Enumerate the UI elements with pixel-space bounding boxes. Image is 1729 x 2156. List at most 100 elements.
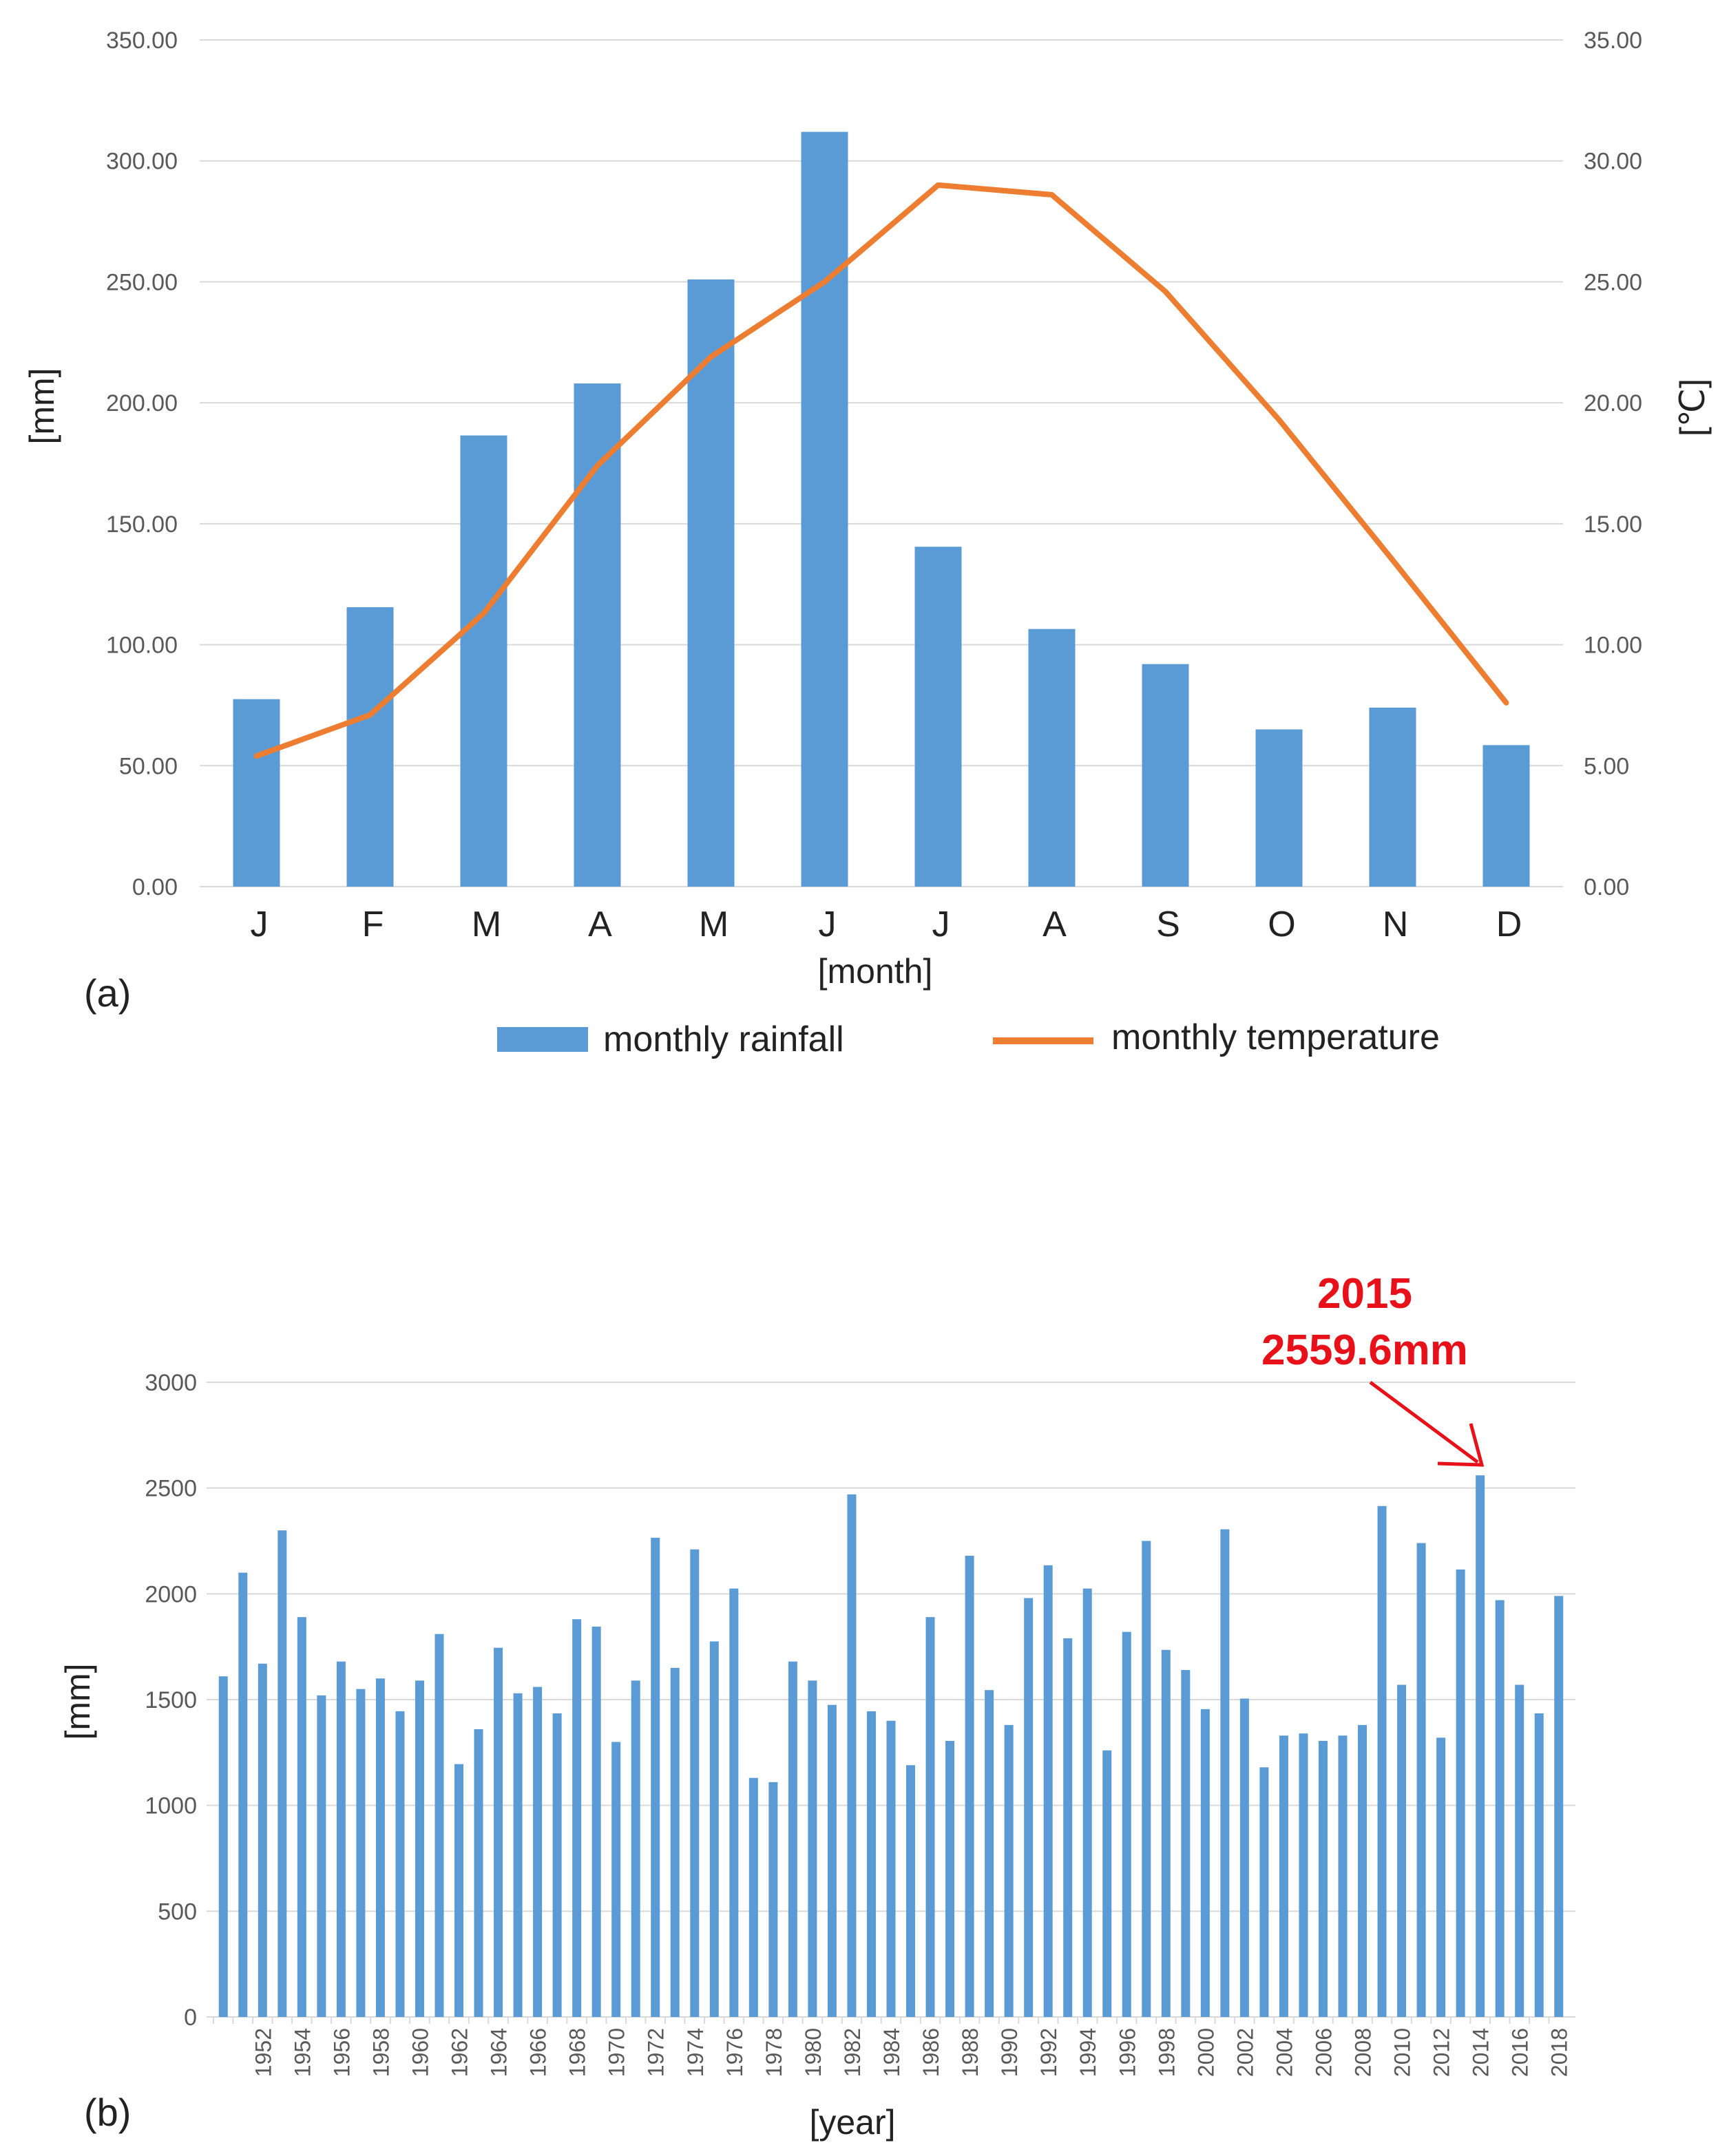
annual-bar — [1043, 1565, 1053, 2017]
year-label: 1974 — [683, 2028, 708, 2077]
year-label: 1960 — [408, 2028, 432, 2077]
rainfall-bar — [346, 607, 394, 887]
y-tick-label: 200.00 — [106, 390, 178, 416]
annual-bar — [552, 1713, 562, 2017]
year-label: 1982 — [840, 2028, 865, 2077]
y-tick-label: 3000 — [145, 1370, 197, 1396]
annual-bar — [709, 1641, 719, 2017]
year-label: 1972 — [644, 2028, 669, 2077]
annual-bar — [611, 1742, 621, 2017]
annual-bar — [474, 1729, 483, 2017]
annual-bar — [1299, 1733, 1308, 2017]
annual-bar — [1338, 1735, 1348, 2017]
year-label: 1970 — [605, 2028, 629, 2077]
chart-a-left-axis-ticks: 0.00 50.00 100.00 150.00 200.00 250.00 300.00 3… — [106, 28, 178, 900]
annual-bar — [218, 1676, 228, 2017]
y2-tick-label: 0.00 — [1584, 874, 1629, 900]
annual-bar — [1142, 1541, 1151, 2017]
annual-bar — [1082, 1588, 1092, 2017]
temperature-line — [253, 182, 1509, 759]
year-label: 1964 — [487, 2028, 512, 2077]
month-label: N — [1383, 905, 1409, 944]
annual-bar — [513, 1693, 523, 2017]
year-label: 1956 — [329, 2028, 354, 2077]
annual-bar — [277, 1530, 287, 2017]
annotation-arrowhead — [1437, 1423, 1485, 1467]
rainfall-bar — [1028, 628, 1076, 887]
annual-bar — [748, 1777, 758, 2017]
y-tick-label: 500 — [158, 1899, 197, 1925]
annual-bar — [1239, 1698, 1249, 2017]
annual-bar — [651, 1537, 660, 2017]
annual-bar — [1456, 1569, 1465, 2017]
annual-bar — [631, 1680, 640, 2017]
y-tick-label: 1000 — [145, 1793, 197, 1819]
annual-bar — [925, 1617, 935, 2017]
annual-bar — [886, 1720, 896, 2017]
rainfall-bar — [1482, 745, 1530, 887]
annual-bar — [297, 1617, 306, 2017]
chart-a-y-axis-title: [mm] — [23, 368, 61, 444]
y2-tick-label: 15.00 — [1584, 511, 1642, 538]
annual-bar — [1161, 1649, 1171, 2017]
annual-bar — [395, 1711, 405, 2017]
month-label: J — [819, 905, 837, 944]
month-label: F — [362, 905, 384, 944]
y-tick-label: 250.00 — [106, 269, 178, 295]
annual-bar — [906, 1765, 916, 2017]
chart-a-legend: monthly rainfall monthly temperature — [497, 1017, 1440, 1059]
rainfall-bar — [914, 547, 962, 887]
year-label: 1980 — [801, 2028, 826, 2077]
rainfall-bar — [687, 279, 735, 887]
chart-a-y2-axis-title: [℃] — [1673, 379, 1712, 436]
chart-a: 0.00 50.00 100.00 150.00 200.00 250.00 300.00 3… — [23, 28, 1712, 1059]
annual-bar — [729, 1588, 739, 2017]
y-tick-label: 2500 — [145, 1476, 197, 1502]
rainfall-bar — [801, 131, 848, 887]
annual-bar — [434, 1634, 444, 2017]
year-label: 1984 — [879, 2028, 904, 2077]
y-tick-label: 100.00 — [106, 633, 178, 659]
annual-bar — [591, 1626, 601, 2017]
annual-bar — [1200, 1709, 1210, 2017]
annual-bar — [1476, 1475, 1485, 2017]
year-label: 1954 — [290, 2028, 315, 2077]
y2-tick-label: 25.00 — [1584, 269, 1642, 295]
annual-bar — [1102, 1750, 1112, 2017]
annual-bar — [336, 1661, 346, 2017]
year-label: 1986 — [919, 2028, 943, 2077]
annual-bar — [866, 1711, 876, 2017]
chart-b-annual-bars — [218, 1475, 1564, 2017]
annual-bar — [356, 1689, 366, 2017]
peak-annotation: 2015 2559.6mm — [1261, 1270, 1485, 1467]
year-label: 1998 — [1154, 2028, 1179, 2077]
month-label: M — [699, 905, 729, 944]
year-label: 1990 — [997, 2028, 1022, 2077]
annotation-value: 2559.6mm — [1261, 1327, 1468, 1374]
annual-bar — [670, 1667, 680, 2017]
month-label: A — [588, 905, 612, 944]
rainfall-bar — [460, 435, 507, 887]
year-label: 2008 — [1351, 2028, 1376, 2077]
year-label: 1976 — [722, 2028, 747, 2077]
y-tick-label: 2000 — [145, 1581, 197, 1607]
year-label: 2012 — [1429, 2028, 1454, 2077]
annual-bar — [1495, 1600, 1505, 2017]
legend-temperature-label: monthly temperature — [1111, 1017, 1440, 1057]
chart-a-gridlines — [200, 39, 1563, 887]
annual-bar — [690, 1549, 700, 2017]
y2-tick-label: 20.00 — [1584, 390, 1642, 416]
annual-bar — [768, 1782, 778, 2017]
annual-bar — [1377, 1505, 1387, 2017]
year-label: 1962 — [448, 2028, 472, 2077]
year-label: 1988 — [958, 2028, 983, 2077]
annual-bar — [1436, 1737, 1446, 2017]
chart-b-y-axis-title: [mm] — [59, 1663, 97, 1740]
annotation-year: 2015 — [1317, 1270, 1412, 1318]
annual-bar — [375, 1678, 385, 2017]
annual-bar — [1259, 1767, 1269, 2017]
y-tick-label: 1500 — [145, 1687, 197, 1713]
annual-bar — [1122, 1631, 1131, 2017]
